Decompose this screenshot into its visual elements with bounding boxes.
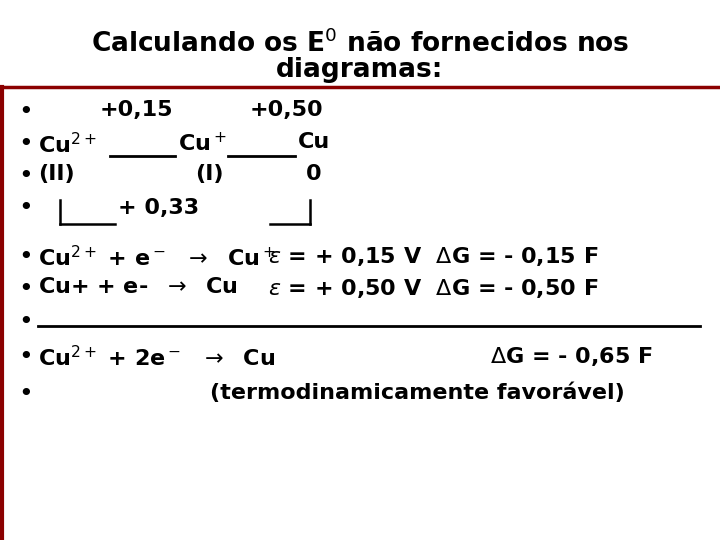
Text: •: •	[18, 277, 32, 301]
Text: Cu: Cu	[298, 132, 330, 152]
Text: Cu$^{2+}$ + e$^-$  $\rightarrow$  Cu$^+$: Cu$^{2+}$ + e$^-$ $\rightarrow$ Cu$^+$	[38, 245, 276, 270]
Text: •: •	[18, 196, 32, 220]
Text: •: •	[18, 164, 32, 188]
Text: •: •	[18, 382, 32, 406]
Text: •: •	[18, 245, 32, 269]
Text: •: •	[18, 345, 32, 369]
Text: $\Delta$G = - 0,65 F: $\Delta$G = - 0,65 F	[490, 345, 652, 368]
Text: $\varepsilon$ = + 0,50 V  $\Delta$G = - 0,50 F: $\varepsilon$ = + 0,50 V $\Delta$G = - 0…	[268, 277, 598, 300]
Text: •: •	[18, 100, 32, 124]
Text: + 0,33: + 0,33	[118, 198, 199, 218]
Text: +0,50: +0,50	[250, 100, 323, 120]
Text: 0: 0	[306, 164, 322, 184]
Text: Cu$^+$: Cu$^+$	[178, 132, 227, 156]
Text: Cu$^{2+}$: Cu$^{2+}$	[38, 132, 96, 157]
Text: •: •	[18, 132, 32, 156]
Text: (II): (II)	[38, 164, 75, 184]
Text: +0,15: +0,15	[100, 100, 174, 120]
Text: (I): (I)	[195, 164, 223, 184]
Text: Cu+ + e-  $\rightarrow$  Cu: Cu+ + e- $\rightarrow$ Cu	[38, 277, 238, 297]
Text: Cu$^{2+}$ + 2e$^-$  $\rightarrow$  Cu: Cu$^{2+}$ + 2e$^-$ $\rightarrow$ Cu	[38, 345, 275, 370]
Text: •: •	[18, 310, 32, 334]
Text: Calculando os E$^0$ não fornecidos nos: Calculando os E$^0$ não fornecidos nos	[91, 30, 629, 58]
Text: $\varepsilon$ = + 0,15 V  $\Delta$G = - 0,15 F: $\varepsilon$ = + 0,15 V $\Delta$G = - 0…	[268, 245, 598, 268]
Text: diagramas:: diagramas:	[276, 57, 444, 83]
Text: (termodinamicamente favorável): (termodinamicamente favorável)	[210, 382, 625, 402]
